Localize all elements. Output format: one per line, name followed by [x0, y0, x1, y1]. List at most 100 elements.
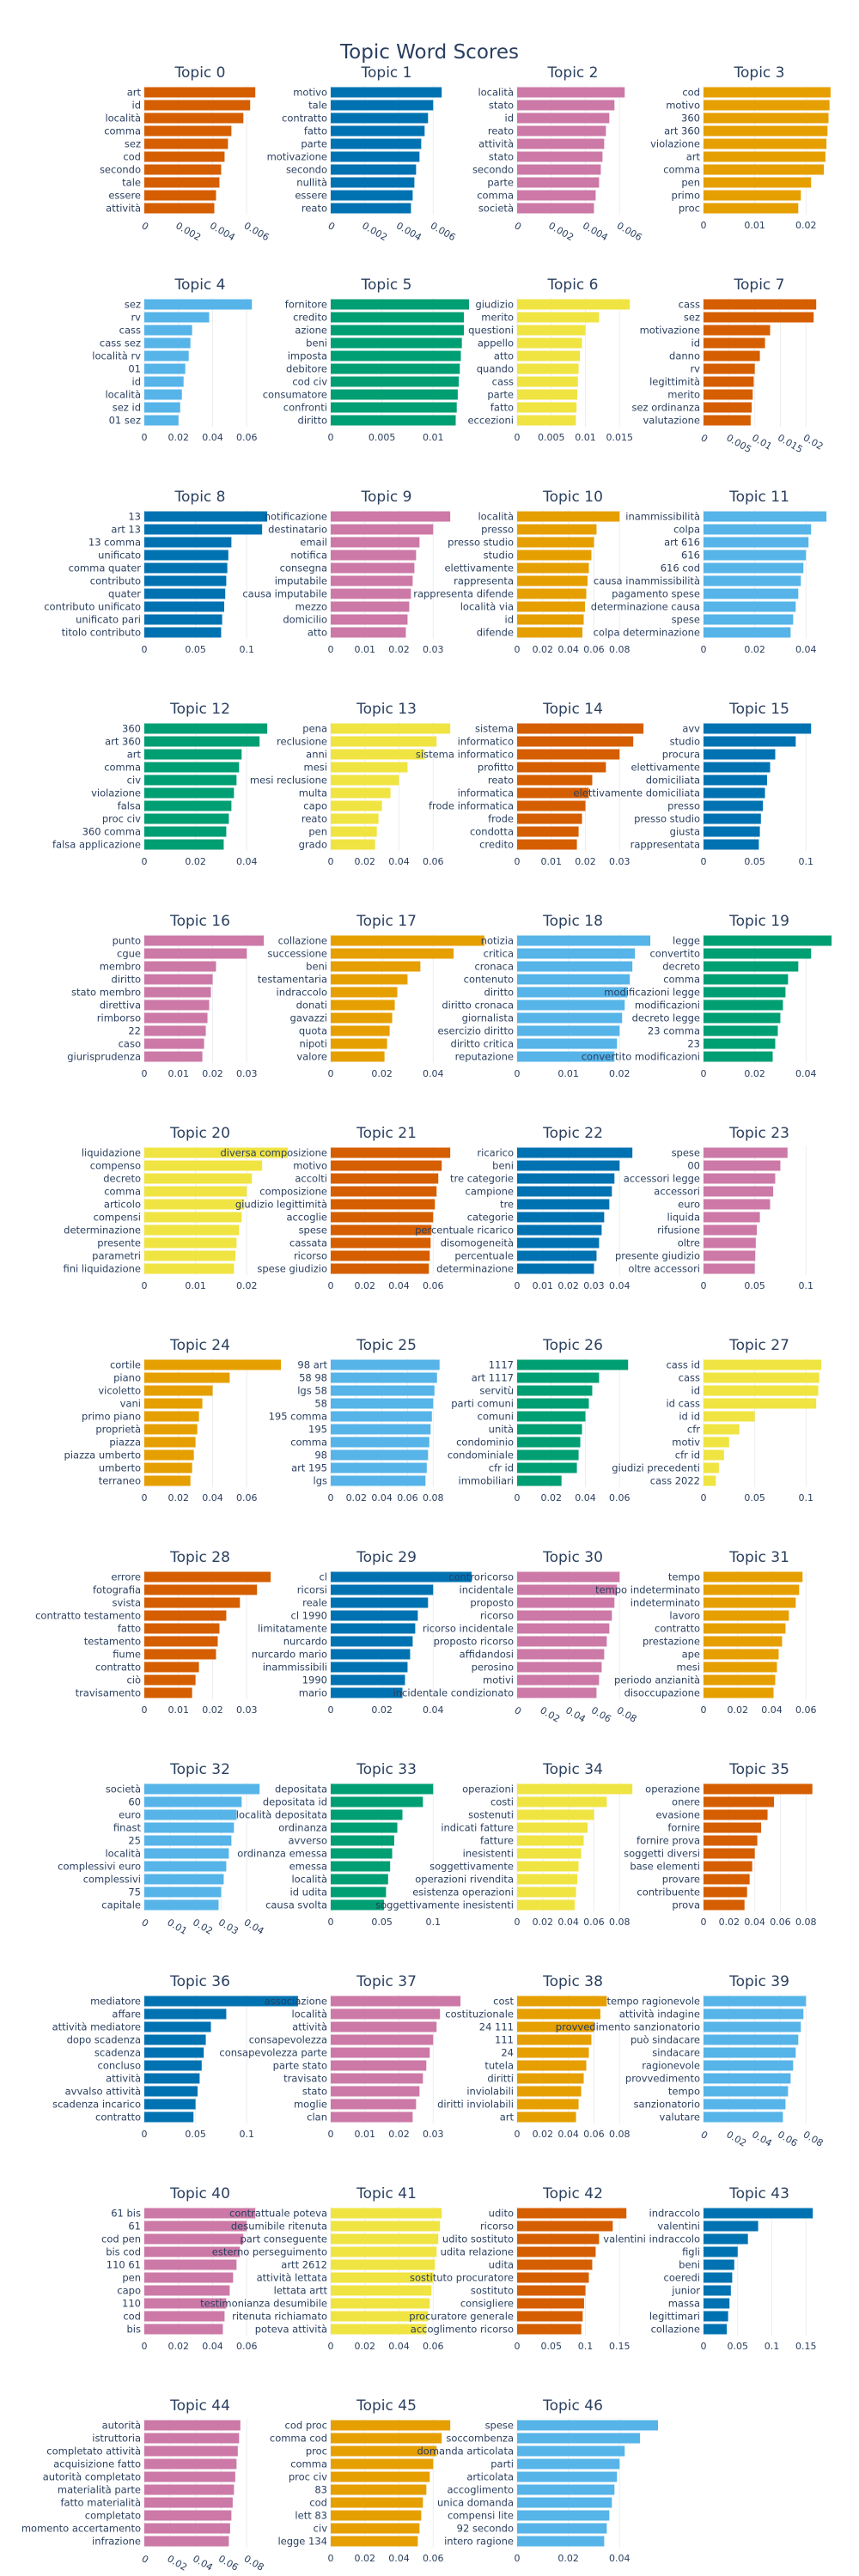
category-label: località: [291, 2008, 327, 2020]
category-label: spese giudizio: [257, 1263, 327, 1275]
category-label: motivo: [666, 100, 700, 112]
x-tick-label: 0: [701, 1280, 707, 1291]
category-label: presente giudizio: [615, 1250, 700, 1262]
category-label: 1990: [302, 1674, 327, 1686]
bar: [144, 935, 265, 946]
x-tick-label: 0.02: [557, 1280, 579, 1291]
x-tick-label: 0: [140, 2553, 151, 2566]
bar: [517, 800, 586, 811]
bar: [517, 299, 631, 310]
bar: [704, 601, 796, 612]
bar: [331, 2208, 442, 2219]
category-label: presso: [481, 524, 514, 536]
category-label: fornire: [667, 1822, 700, 1834]
subplot-title: Topic 35: [728, 1761, 789, 1778]
bar: [704, 2060, 794, 2071]
subplot-title: Topic 37: [356, 1973, 417, 1990]
bar: [331, 1160, 442, 1171]
x-tick-label: 0.06: [423, 856, 444, 867]
category-label: parte: [301, 138, 327, 150]
bar: [331, 1038, 387, 1049]
bar: [331, 562, 415, 574]
x-tick-label: 0: [701, 1068, 707, 1079]
bar: [144, 2458, 237, 2470]
x-tick-label: 0.08: [609, 2129, 631, 2140]
x-tick-label: 0.05: [744, 856, 765, 867]
x-tick-label: 0.04: [609, 2553, 631, 2564]
category-label: questioni: [468, 325, 514, 337]
category-label: causa inammissibilità: [594, 575, 700, 587]
x-tick-label: 0.01: [423, 432, 444, 443]
bar: [331, 1237, 431, 1249]
category-label: 60: [128, 1796, 141, 1808]
bar: [517, 524, 597, 535]
bar: [144, 948, 247, 959]
category-label: legge: [673, 935, 700, 947]
x-tick-label: 0.004: [394, 220, 423, 243]
bar: [517, 987, 628, 998]
x-tick-label: 0.03: [583, 1280, 605, 1291]
bar: [144, 1796, 242, 1807]
category-label: valutazione: [643, 415, 700, 427]
bar: [517, 1250, 597, 1261]
x-tick-label: 0: [142, 1280, 148, 1291]
bar: [517, 1411, 586, 1422]
x-tick-label: 0: [142, 1492, 148, 1504]
category-label: parametri: [92, 1250, 141, 1262]
category-label: cass: [679, 299, 700, 311]
bar: [704, 2021, 801, 2032]
category-label: consigliere: [460, 2298, 514, 2310]
category-label: bis: [127, 2324, 142, 2336]
x-tick-label: 0.03: [609, 856, 631, 867]
category-label: 92 secondo: [457, 2523, 514, 2535]
bar: [144, 337, 191, 349]
subplot-title: Topic 10: [542, 489, 603, 506]
bar: [704, 112, 829, 124]
bar: [144, 1623, 220, 1634]
bar: [704, 762, 771, 773]
category-label: 58 98: [299, 1372, 327, 1384]
category-label: euro: [119, 1809, 141, 1821]
category-label: accoglie: [287, 1212, 328, 1224]
category-label: fatture: [480, 1835, 514, 1847]
subplot-title: Topic 9: [361, 489, 412, 506]
x-tick-label: 0: [699, 2129, 710, 2142]
bar: [517, 389, 577, 400]
x-tick-label: 0.01: [168, 1704, 190, 1716]
category-label: cfr: [687, 1424, 700, 1436]
bar: [144, 1411, 199, 1422]
bar: [331, 775, 399, 786]
bar: [517, 2047, 589, 2058]
category-label: nurcardo: [283, 1636, 327, 1648]
subplot-topic-6: Topic 6 0 0.005 0.01 0.015 giudiziomeritoques…: [467, 276, 633, 443]
subplot-title: Topic 28: [169, 1549, 230, 1566]
category-label: art: [127, 749, 142, 761]
bar: [144, 376, 184, 387]
subplot-topic-15: Topic 150 0.05 0.1avvstudioprocuraelettiva…: [574, 701, 813, 867]
bar: [144, 1822, 235, 1833]
category-label: può sindacare: [631, 2034, 700, 2046]
category-label: art 360: [664, 125, 700, 137]
category-label: avverso: [289, 1835, 328, 1847]
bar: [517, 1861, 579, 1872]
bar: [144, 1398, 203, 1409]
x-tick-label: 0.02: [355, 1280, 376, 1291]
bar: [331, 2324, 427, 2335]
category-label: giudizio legittimità: [235, 1199, 327, 1211]
subplot-topic-20: Topic 20 0 0.01 0.02 liquidazionecompensodec…: [63, 1125, 288, 1291]
x-tick-label: 0.05: [744, 1492, 765, 1504]
bar: [144, 723, 268, 734]
category-label: debitore: [286, 363, 327, 375]
x-tick-label: 0.02: [346, 1492, 368, 1504]
bar: [704, 2285, 731, 2296]
subplot-topic-35: Topic 35 0 0.02 0.04 0.06 0.08 operazioneonere…: [624, 1761, 816, 1928]
bar: [331, 2458, 434, 2470]
bar: [144, 762, 240, 773]
category-label: cl 1990: [291, 1610, 327, 1622]
category-label: legittimari: [649, 2311, 700, 2323]
category-label: incidentale: [460, 1584, 515, 1596]
bar: [144, 415, 179, 426]
category-label: valutare: [660, 2111, 700, 2123]
category-label: cfr id: [489, 1462, 514, 1474]
category-label: rimborso: [97, 1012, 141, 1024]
